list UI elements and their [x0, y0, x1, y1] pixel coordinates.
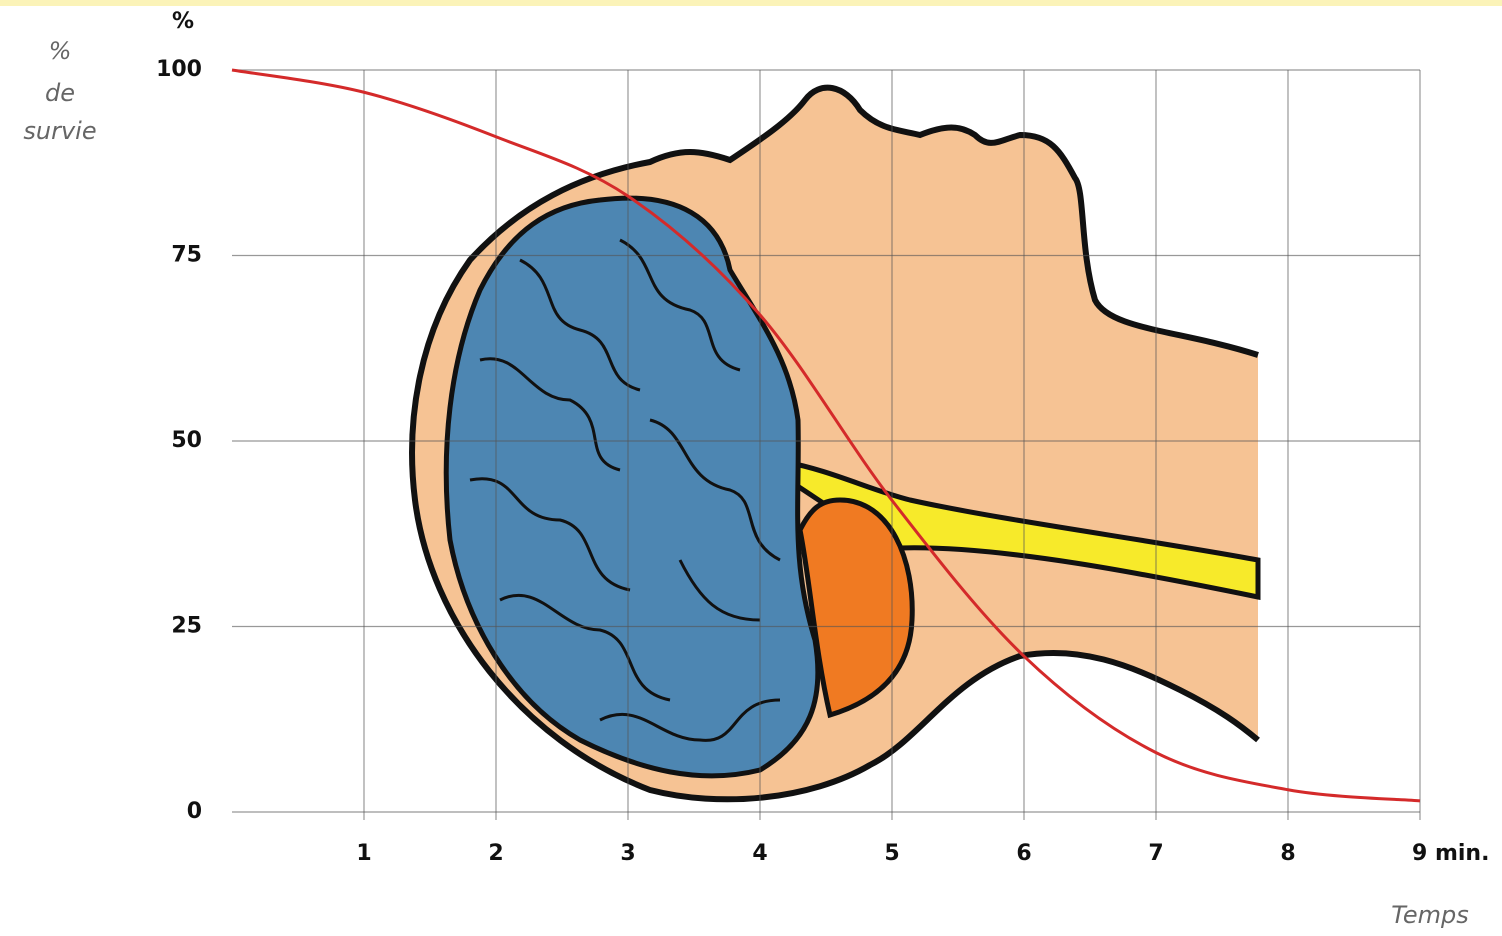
x-tick-label: 7: [1148, 841, 1163, 866]
top-band: [0, 0, 1502, 6]
illustration: [409, 84, 1261, 803]
y-tick-label: 50: [171, 428, 202, 453]
x-tick-label: 5: [884, 841, 899, 866]
y-tick-label: 100: [156, 57, 202, 82]
brain: [443, 195, 821, 779]
y-tick-label: 25: [171, 614, 202, 639]
brain-folds: [469, 238, 781, 742]
head-outline: [409, 84, 1260, 803]
x-tick-label: 1: [356, 841, 371, 866]
y-label-line: de: [45, 79, 75, 107]
x-tick-label: 8: [1280, 841, 1295, 866]
y-label-line: survie: [23, 117, 96, 145]
cerebellum: [797, 497, 915, 719]
x-tick-label: 9 min.: [1412, 841, 1489, 866]
y-tick-label: 0: [187, 799, 202, 824]
y-label-line: %: [49, 37, 72, 65]
x-tick-label: 4: [752, 841, 767, 866]
y-unit: %: [172, 9, 194, 34]
x-tick-label: 2: [488, 841, 503, 866]
x-tick-label: 3: [620, 841, 635, 866]
y-tick-label: 75: [171, 243, 202, 268]
x-axis-label: Temps: [1391, 901, 1469, 929]
survival-curve: [231, 68, 1421, 803]
x-tick-label: 6: [1016, 841, 1031, 866]
